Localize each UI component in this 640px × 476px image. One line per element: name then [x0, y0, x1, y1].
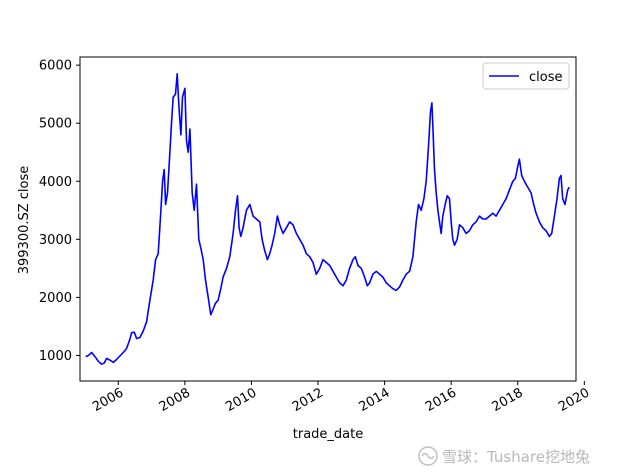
y-tick-label-6000: 6000 [39, 59, 72, 74]
y-tick-label-5000: 5000 [39, 117, 72, 132]
watermark-text: 雪球：Tushare挖地兔 [442, 448, 590, 466]
y-tick-label-3000: 3000 [39, 233, 72, 248]
legend: close [482, 62, 570, 90]
y-tick-label-1000: 1000 [39, 349, 72, 364]
y-axis-title: 399300.SZ close [17, 166, 32, 275]
snowball-logo-icon [418, 446, 438, 466]
plot-layer [85, 73, 571, 365]
y-tick-label-2000: 2000 [39, 291, 72, 306]
legend-box [482, 62, 570, 90]
series-line-close [85, 73, 571, 365]
watermark: 雪球：Tushare挖地兔 [418, 446, 590, 466]
legend-label-close: close [529, 70, 562, 85]
y-tick-label-4000: 4000 [39, 175, 72, 190]
x-axis-title: trade_date [293, 427, 363, 442]
axes-frame [79, 56, 577, 382]
